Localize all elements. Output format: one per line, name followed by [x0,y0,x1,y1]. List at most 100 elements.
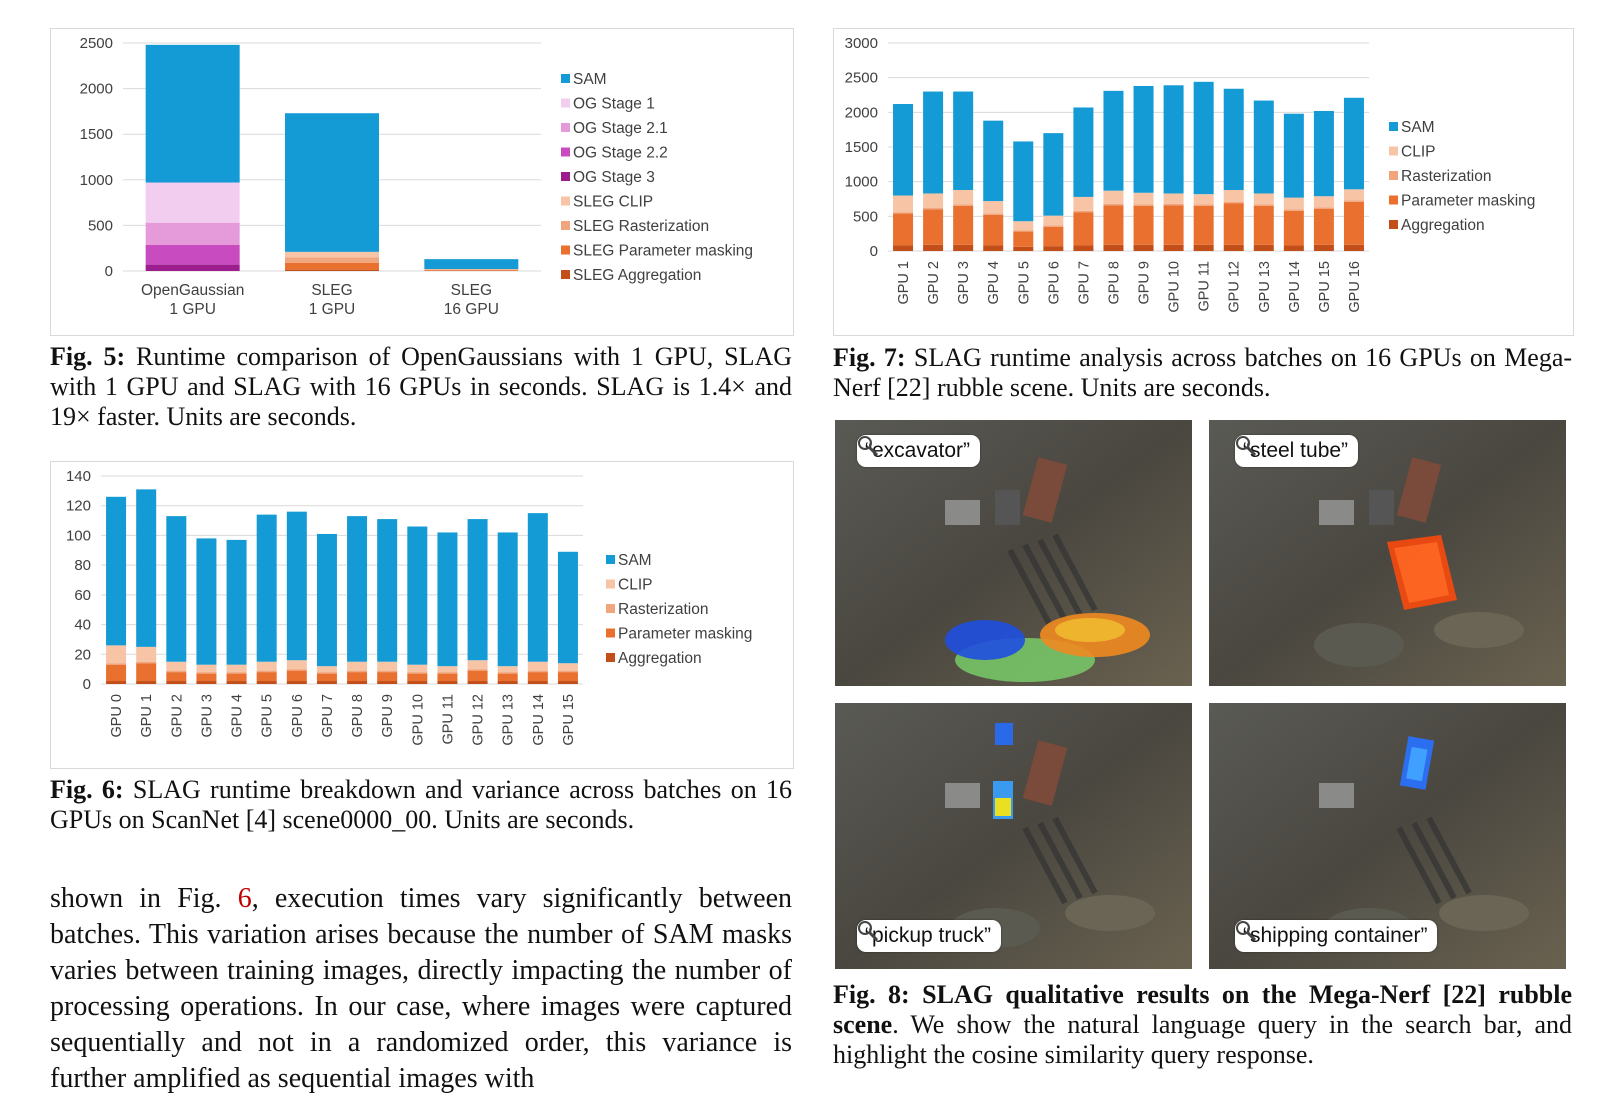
bar-segment [106,663,126,664]
bar-segment [1013,232,1033,247]
bar-segment [983,201,1003,213]
legend-swatch [561,123,570,132]
bar-segment [468,519,488,660]
y-tick-label: 1000 [845,174,878,191]
bar-segment [257,662,277,671]
bar-segment [1224,202,1244,203]
bar-segment [106,665,126,681]
body-paragraph: shown in Fig. 6, execution times vary si… [50,881,792,1097]
bar-segment [1344,200,1364,201]
bar-segment [377,672,397,681]
legend-swatch [561,74,570,83]
bar-segment [1164,85,1184,193]
bar-segment [347,672,367,681]
query-text: “steel tube” [1243,439,1348,463]
search-icon [1235,435,1257,457]
fig5-caption-text: Runtime comparison of OpenGaussians with… [50,342,792,431]
bar-segment [1043,225,1063,226]
bar-segment [196,672,216,673]
bar-segment [1314,245,1334,251]
bar-segment [347,662,367,671]
bar-segment [1013,247,1033,251]
bar-segment [1043,133,1063,216]
bar-segment [317,534,337,666]
figure-ref-link[interactable]: 6 [238,883,252,914]
query-search-bar[interactable]: “pickup truck” [857,920,1001,952]
y-tick-label: 2000 [845,104,878,121]
search-icon [857,920,879,942]
x-tick-label: GPU 13 [501,694,517,746]
bar-segment [468,671,488,681]
bar-segment [983,215,1003,246]
bar-segment [893,104,913,196]
bar-segment [953,190,973,205]
bar-segment [166,671,186,672]
bar-segment [1344,98,1364,190]
bar-segment [146,45,240,183]
bar-segment [1103,191,1123,204]
bar-segment [317,666,337,672]
x-tick-label: GPU 5 [1016,261,1032,305]
query-image-shipping-container: “shipping container” [1209,703,1566,969]
bar-segment [1103,205,1123,245]
x-tick-label: GPU 1 [139,694,155,738]
x-tick-label: GPU 7 [1076,261,1092,305]
bar-segment [317,672,337,673]
x-tick-label: GPU 6 [290,694,306,738]
bar-segment [227,674,247,681]
legend-label: SAM [1401,119,1435,136]
legend-swatch [561,197,570,206]
bar-segment [1134,193,1154,205]
bar-segment [923,245,943,251]
legend-label: SLEG Parameter masking [573,243,753,260]
bar-segment [136,647,156,662]
query-search-bar[interactable]: “steel tube” [1235,435,1358,467]
bar-segment [146,245,240,265]
bar-segment [468,669,488,670]
x-tick-label: GPU 12 [1227,261,1243,313]
bar-segment [285,263,379,270]
y-tick-label: 60 [74,587,91,604]
bar-segment [285,257,379,262]
y-tick-label: 100 [66,527,91,544]
x-tick-label: GPU 9 [1137,261,1153,305]
bar-segment [1073,211,1093,212]
bar-segment [528,672,548,681]
bar-segment [437,666,457,672]
legend-swatch [561,270,570,279]
bar-segment [1164,245,1184,251]
bar-segment [498,681,518,684]
query-search-bar[interactable]: “excavator” [857,435,980,467]
bar-segment [1013,230,1033,231]
fig6-caption-label: Fig. 6: [50,775,124,804]
x-tick-label: GPU 4 [986,261,1002,305]
y-tick-label: 0 [83,676,91,693]
bar-segment [1043,227,1063,246]
bar-segment [528,662,548,671]
bar-segment [923,92,943,194]
legend-label: Aggregation [1401,217,1485,234]
bar-segment [1194,206,1214,245]
bar-segment [983,214,1003,215]
legend-label: Rasterization [1401,168,1491,185]
bar-segment [437,672,457,673]
bar-segment [1254,205,1274,206]
x-tick-label: GPU 11 [1197,261,1213,312]
bar-segment [196,674,216,681]
x-tick-label: GPU 1 [896,261,912,305]
bar-segment [1314,207,1334,208]
query-search-bar[interactable]: “shipping container” [1235,920,1437,952]
bar-segment [227,665,247,672]
x-tick-label: GPU 0 [109,694,125,738]
legend-label: CLIP [1401,144,1435,161]
bar-segment [1134,205,1154,206]
legend-swatch [606,629,615,638]
bar-segment [287,681,307,684]
bar-segment [285,252,379,257]
bar-segment [1314,209,1334,245]
y-tick-label: 500 [853,208,878,225]
x-tick-label: GPU 7 [320,694,336,738]
